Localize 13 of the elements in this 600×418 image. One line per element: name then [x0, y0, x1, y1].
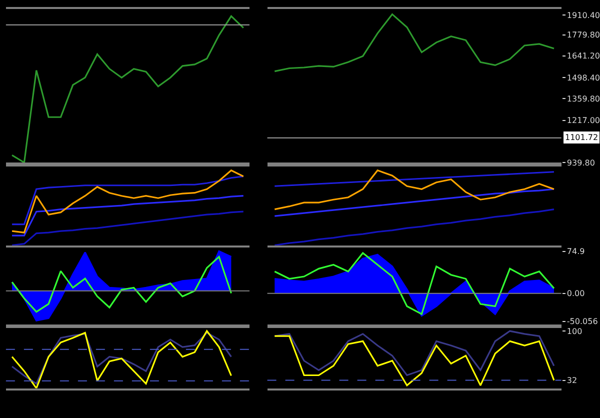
y-tick-label: 1359.80 [566, 94, 600, 104]
y-tick-label: 1641.20 [566, 52, 600, 61]
ref-line-label: 1101.72 [565, 133, 598, 142]
y-tick-label: 1910.40 [566, 10, 600, 20]
y-tick-label: 1779.80 [566, 30, 600, 40]
y-tick-label: 100 [566, 326, 582, 336]
y-tick-label: 1217.00 [566, 116, 600, 126]
y-tick-label: -50.056 [566, 317, 598, 326]
y-tick-label: 939.80 [566, 158, 595, 168]
y-tick-label: 32 [566, 376, 578, 386]
y-tick-label: 0.00 [566, 289, 585, 298]
y-tick-label: 74.9 [566, 247, 585, 256]
y-tick-label: 1498.40 [566, 73, 600, 82]
